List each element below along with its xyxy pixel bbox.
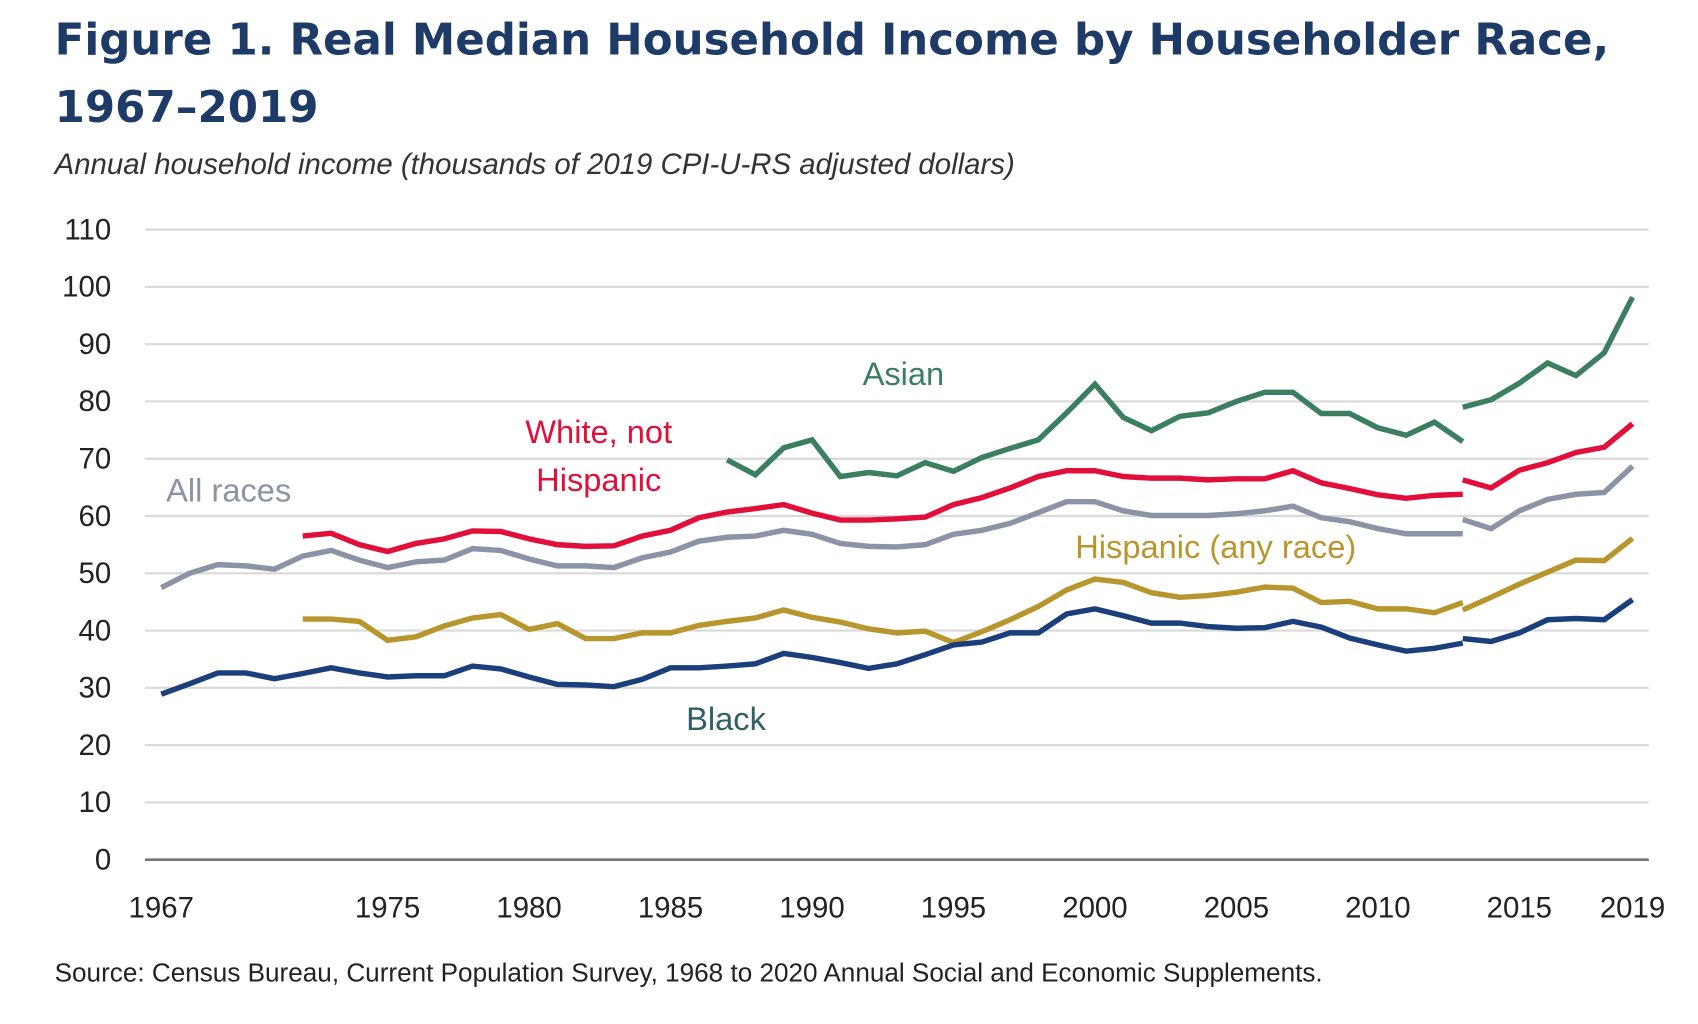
chart-subtitle: Annual household income (thousands of 20…: [53, 148, 1015, 181]
y-tick-label: 20: [79, 729, 112, 762]
y-tick-label: 100: [62, 271, 111, 304]
series-line-black: [160, 606, 1464, 697]
series-line-hispanic-any-race: [302, 576, 1464, 646]
series-label: Hispanic: [536, 461, 661, 498]
series-line-asian: [1462, 295, 1635, 410]
series-line-asian: [725, 380, 1465, 480]
series-line-hispanic-any-race: [1461, 536, 1635, 613]
series-label: White, not: [525, 413, 672, 450]
y-tick-label: 50: [79, 557, 112, 590]
x-axis-ticks: 1967 1975 1980 1985 1990 1995 2000 2005 2010 2015…: [129, 891, 1666, 924]
y-tick-label: 10: [79, 786, 112, 819]
series-label: Asian: [863, 355, 945, 392]
x-tick-label: 2015: [1487, 891, 1552, 924]
series-lines: [160, 295, 1635, 697]
series-line-white-not-hispanic: [1462, 421, 1635, 491]
x-tick-label: 1967: [129, 891, 194, 924]
x-tick-label: 2000: [1062, 891, 1127, 924]
y-tick-label: 30: [79, 672, 112, 705]
x-tick-label: 1985: [638, 891, 703, 924]
series-label: All races: [166, 472, 291, 509]
series-label: Black: [686, 700, 766, 737]
series-line-black: [1462, 597, 1635, 645]
y-tick-label: 80: [79, 385, 112, 418]
series-line-white-not-hispanic: [302, 467, 1463, 555]
x-tick-label: 1980: [496, 891, 561, 924]
series-labels: All races White, not Hispanic Asian Hispanic…: [166, 355, 1356, 737]
x-tick-label: 1975: [355, 891, 420, 924]
y-tick-label: 0: [95, 843, 111, 876]
series-label: Hispanic (any race): [1075, 528, 1356, 565]
x-tick-label: 1990: [779, 891, 844, 924]
source-note: Source: Census Bureau, Current Populatio…: [55, 958, 1323, 988]
y-axis-ticks: 0 10 20 30 40 50 60 70 80 90 100 110: [62, 213, 111, 876]
y-tick-label: 90: [79, 328, 112, 361]
x-tick-label: 2010: [1345, 891, 1410, 924]
x-tick-label: 2019: [1600, 891, 1665, 924]
x-tick-label: 1995: [921, 891, 986, 924]
x-tick-label: 2005: [1204, 891, 1269, 924]
series-line-all-races: [160, 498, 1463, 591]
y-tick-label: 70: [79, 443, 112, 476]
y-tick-label: 40: [79, 614, 112, 647]
series-line-all-races: [1461, 464, 1635, 532]
chart-title-line-1: Figure 1. Real Median Household Income b…: [55, 15, 1610, 65]
y-tick-label: 110: [64, 213, 111, 246]
y-tick-label: 60: [79, 500, 112, 533]
chart-title-line-2: 1967–2019: [55, 83, 319, 133]
